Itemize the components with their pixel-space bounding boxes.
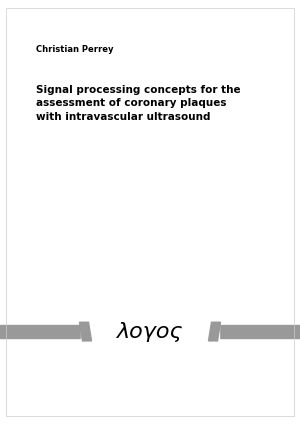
Bar: [81, 322, 219, 341]
Bar: [0, 325, 300, 338]
Polygon shape: [208, 322, 220, 341]
Text: λογος: λογος: [117, 321, 183, 342]
Text: Signal processing concepts for the
assessment of coronary plaques
with intravasc: Signal processing concepts for the asses…: [36, 85, 241, 122]
Text: Christian Perrey: Christian Perrey: [36, 45, 113, 53]
Polygon shape: [80, 322, 92, 341]
